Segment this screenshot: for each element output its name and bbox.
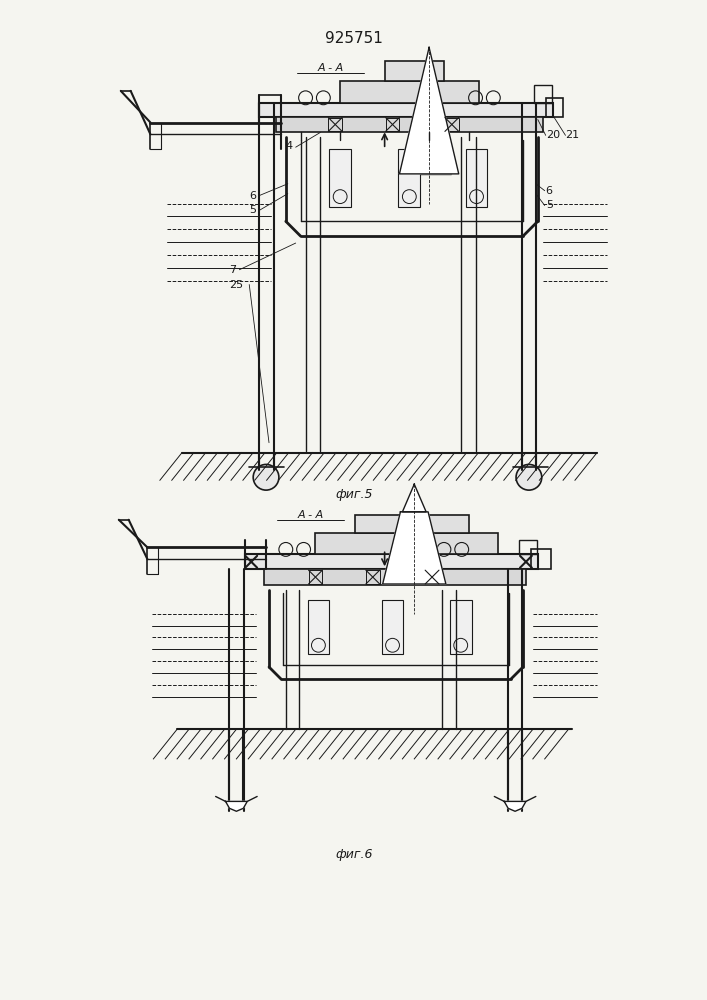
Text: 20: 20 xyxy=(546,130,560,140)
Bar xyxy=(425,570,439,584)
Bar xyxy=(519,540,537,554)
Bar xyxy=(445,118,459,131)
Text: фиг.6: фиг.6 xyxy=(335,848,373,861)
Circle shape xyxy=(253,464,279,490)
Text: A - A: A - A xyxy=(298,510,324,520)
Bar xyxy=(546,98,563,117)
Text: 5: 5 xyxy=(250,205,256,215)
Bar xyxy=(315,533,498,554)
Bar xyxy=(450,600,472,654)
Bar xyxy=(531,549,551,569)
Bar xyxy=(328,118,342,131)
Bar xyxy=(385,118,399,131)
Bar xyxy=(259,103,553,117)
Bar xyxy=(382,600,404,654)
Bar xyxy=(534,85,551,103)
Polygon shape xyxy=(402,484,426,512)
Bar xyxy=(385,61,444,81)
Bar xyxy=(276,117,543,132)
Circle shape xyxy=(516,464,542,490)
Text: 7: 7 xyxy=(230,265,237,275)
Bar xyxy=(308,570,322,584)
Polygon shape xyxy=(399,47,459,174)
Text: 925751: 925751 xyxy=(325,31,383,46)
Bar xyxy=(399,149,420,207)
Text: 25: 25 xyxy=(230,280,244,290)
Text: 4: 4 xyxy=(286,141,293,151)
Bar xyxy=(466,149,487,207)
Bar xyxy=(329,149,351,207)
Polygon shape xyxy=(504,801,526,811)
Polygon shape xyxy=(226,801,247,811)
Bar xyxy=(340,81,479,103)
Text: 6: 6 xyxy=(250,191,256,201)
Bar xyxy=(407,156,451,174)
Polygon shape xyxy=(382,512,446,584)
Bar xyxy=(355,515,469,533)
Bar xyxy=(264,569,526,585)
Text: 21: 21 xyxy=(566,130,580,140)
Text: фиг.5: фиг.5 xyxy=(335,488,373,501)
Bar xyxy=(308,600,329,654)
Bar xyxy=(366,570,380,584)
Bar xyxy=(245,554,538,569)
Text: 5: 5 xyxy=(546,200,553,210)
Text: 6: 6 xyxy=(546,186,553,196)
Text: A - A: A - A xyxy=(317,63,344,73)
